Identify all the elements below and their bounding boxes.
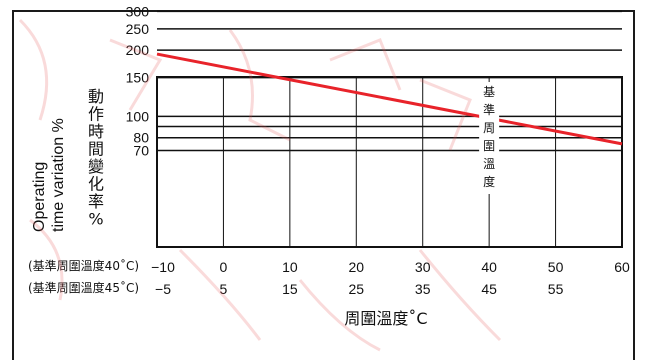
x-tick-label: −10 (151, 259, 175, 275)
y-axis-label-zh-char: 動 (88, 87, 104, 106)
grid-layer (156, 10, 623, 248)
series-line (156, 52, 623, 146)
x-tick-labels: −10 0 10 20 30 40 50 60 −5 5 15 25 35 45 55 (151, 259, 630, 297)
chart-frame (12, 10, 635, 360)
x-tick-label: 45 (481, 281, 497, 297)
x-tick-label: 10 (282, 259, 298, 275)
annotation-char: 基 (483, 85, 495, 99)
x-tick-label: 60 (614, 259, 630, 275)
series-layer (156, 52, 623, 146)
x-tick-label: −5 (155, 281, 171, 297)
x-tick-label: 30 (415, 259, 431, 275)
y-axis-label-en-line2: time variation % (50, 118, 67, 232)
y-tick-label: 70 (133, 142, 149, 158)
annotation-char: 圍 (483, 139, 495, 153)
x-axis-row-label-45: (基準周圍溫度45˚C) (28, 280, 139, 295)
y-axis-label-zh-char: 作 (88, 105, 104, 124)
annotation-char: 周 (483, 121, 495, 135)
x-tick-label: 40 (481, 259, 497, 275)
x-tick-label: 55 (548, 281, 564, 297)
x-tick-label: 0 (220, 259, 228, 275)
x-tick-label: 25 (348, 281, 364, 297)
y-axis-label-zh-char: 時 (88, 122, 104, 141)
annotation-backdrop (479, 82, 500, 194)
x-tick-label: 35 (415, 281, 431, 297)
annotation-char: 度 (483, 174, 495, 189)
x-tick-label: 5 (220, 281, 228, 297)
y-axis-label-zh-char: % (88, 210, 103, 229)
annotation-layer: 基準周圍溫度 (479, 82, 500, 194)
x-tick-label: 15 (282, 281, 298, 297)
y-tick-label: 250 (126, 21, 150, 37)
y-axis-label-zh-char: 間 (88, 140, 104, 159)
x-tick-label: 50 (548, 259, 564, 275)
x-tick-label: 20 (348, 259, 364, 275)
y-axis-label-zh-char: 率 (88, 192, 104, 211)
y-tick-label: 100 (126, 108, 150, 124)
x-axis-title: 周圍溫度˚C (344, 309, 427, 328)
y-axis-label-zh-char: 變 (88, 157, 104, 176)
x-axis-row-label-40: (基準周圍溫度40˚C) (28, 258, 139, 273)
y-tick-label: 150 (126, 70, 150, 86)
plot-area-border (156, 76, 623, 248)
annotation-char: 溫 (483, 157, 495, 171)
y-tick-label: 300 (126, 3, 150, 19)
y-tick-label: 80 (133, 130, 149, 146)
y-axis-label-en-line1: Operating (31, 162, 48, 232)
y-axis-label-zh-char: 化 (88, 175, 104, 194)
y-tick-label: 200 (126, 42, 150, 58)
annotation-char: 準 (483, 102, 495, 117)
